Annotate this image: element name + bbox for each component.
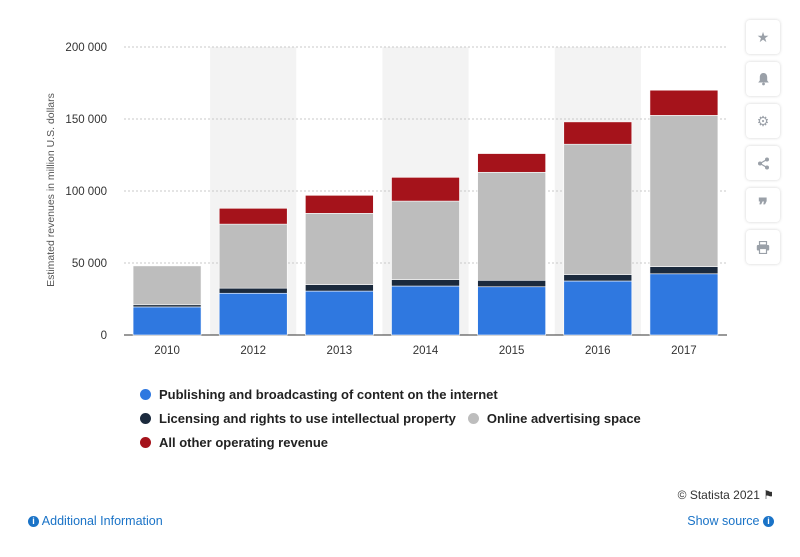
- bar-segment-2014-s0[interactable]: [391, 285, 460, 336]
- settings-button[interactable]: ⚙: [746, 104, 780, 138]
- star-icon: ★: [756, 28, 770, 45]
- y-tick-label: 200 000: [65, 42, 107, 54]
- bar-segment-2013-s3[interactable]: [305, 195, 374, 214]
- bar-segment-2014-s3[interactable]: [391, 177, 460, 202]
- y-tick-label: 100 000: [65, 186, 107, 198]
- x-tick-label: 2010: [154, 345, 180, 357]
- bell-icon: [757, 73, 769, 86]
- bar-segment-2010-s0[interactable]: [132, 306, 202, 336]
- favorite-button[interactable]: ★: [746, 20, 780, 54]
- bar-segment-2015-s1[interactable]: [477, 279, 546, 288]
- legend-dot-blue: [140, 388, 151, 400]
- legend-item-licensing[interactable]: Licensing and rights to use intellectual…: [140, 411, 456, 426]
- legend-item-advertising[interactable]: Online advertising space: [467, 410, 641, 426]
- bar-segment-2016-s2[interactable]: [563, 143, 633, 275]
- credit-text: © Statista 2021: [677, 488, 760, 502]
- bar-segment-2017-s2[interactable]: [649, 115, 719, 267]
- bar-segment-2013-s1[interactable]: [305, 284, 374, 292]
- y-tick-label: 150 000: [65, 114, 107, 126]
- bar-segment-2014-s1[interactable]: [391, 279, 460, 287]
- bar-segment-2017-s1[interactable]: [649, 266, 719, 275]
- bar-segment-2016-s3[interactable]: [563, 121, 633, 145]
- show-source-label: Show source: [687, 514, 760, 528]
- legend-item-other[interactable]: All other operating revenue: [140, 435, 328, 450]
- bar-segment-2015-s2[interactable]: [477, 171, 546, 281]
- chart-toolbar: ★ ⚙ ❞: [746, 20, 780, 272]
- legend-label-licensing: Licensing and rights to use intellectual…: [159, 410, 456, 426]
- legend-dot-red: [140, 436, 151, 448]
- notification-button[interactable]: [746, 62, 780, 96]
- share-button[interactable]: [746, 146, 780, 180]
- legend-row-3: All other operating revenue: [140, 430, 700, 454]
- gear-icon: ⚙: [756, 112, 770, 129]
- x-tick-label: 2015: [499, 345, 525, 357]
- bar-segment-2012-s2[interactable]: [218, 223, 288, 289]
- legend-label-publishing: Publishing and broadcasting of content o…: [159, 386, 498, 402]
- cite-button[interactable]: ❞: [746, 188, 780, 222]
- bar-segment-2016-s1[interactable]: [563, 274, 633, 282]
- flag-icon: ⚑: [763, 488, 774, 502]
- y-tick-label: 0: [101, 330, 107, 342]
- bar-segment-2013-s0[interactable]: [305, 290, 374, 336]
- quote-icon: ❞: [758, 194, 768, 215]
- legend-dot-grey: [467, 412, 479, 424]
- bar-segment-2017-s3[interactable]: [649, 89, 719, 116]
- legend-dot-navy: [140, 412, 151, 424]
- legend-row-2: Licensing and rights to use intellectual…: [140, 406, 700, 430]
- bar-segment-2015-s0[interactable]: [477, 286, 546, 336]
- x-tick-label: 2017: [671, 345, 697, 357]
- legend-row-1: Publishing and broadcasting of content o…: [140, 382, 700, 406]
- y-axis-label: Estimated revenues in million U.S. dolla…: [45, 93, 57, 287]
- legend-label-advertising: Online advertising space: [486, 410, 641, 426]
- statista-credit[interactable]: © Statista 2021 ⚑: [678, 488, 774, 502]
- print-button[interactable]: [746, 230, 780, 264]
- bar-segment-2010-s2[interactable]: [132, 265, 202, 306]
- x-tick-label: 2014: [413, 345, 439, 357]
- stacked-bar-chart: 0 50 000 100 000 150 000 200 000 2010 2012 201…: [45, 42, 727, 357]
- chart-legend: Publishing and broadcasting of content o…: [140, 382, 700, 454]
- bar-segment-2010-s1[interactable]: [132, 304, 202, 308]
- x-tick-label: 2013: [327, 345, 353, 357]
- bar-segment-2016-s0[interactable]: [563, 280, 633, 336]
- y-tick-label: 50 000: [72, 258, 107, 270]
- bar-segment-2014-s2[interactable]: [391, 200, 460, 280]
- bar-segment-2012-s3[interactable]: [218, 207, 288, 225]
- show-source-link[interactable]: Show source i: [687, 514, 774, 528]
- additional-information-label: Additional Information: [41, 514, 163, 528]
- info-icon: i: [28, 516, 39, 528]
- x-tick-label: 2012: [240, 345, 266, 357]
- info-icon: i: [763, 516, 774, 528]
- legend-item-publishing[interactable]: Publishing and broadcasting of content o…: [140, 387, 498, 402]
- bar-segment-2012-s0[interactable]: [218, 292, 288, 336]
- share-icon: [757, 157, 769, 169]
- bar-segment-2013-s2[interactable]: [305, 213, 374, 285]
- additional-information-link[interactable]: i Additional Information: [28, 514, 163, 528]
- bar-segment-2017-s0[interactable]: [649, 273, 719, 336]
- bar-segment-2015-s3[interactable]: [477, 153, 546, 173]
- x-tick-label: 2016: [585, 345, 611, 357]
- bar-segment-2012-s1[interactable]: [218, 287, 288, 294]
- print-icon: [756, 240, 770, 254]
- legend-label-other: All other operating revenue: [159, 434, 329, 450]
